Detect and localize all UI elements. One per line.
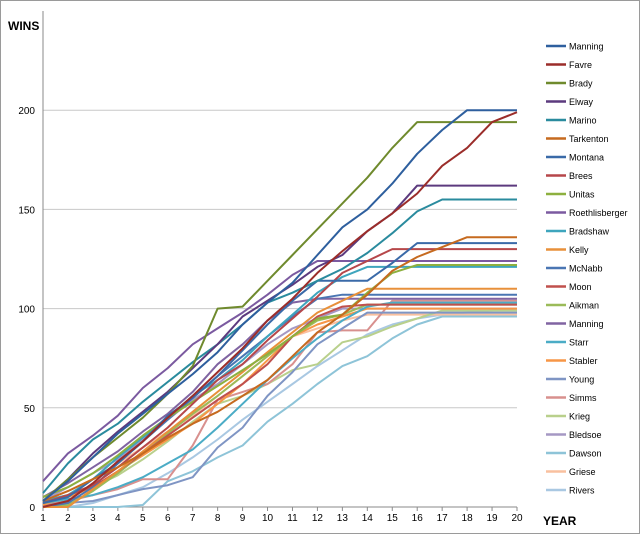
- x-tick-label: 18: [462, 513, 474, 524]
- x-tick-label: 6: [165, 513, 171, 524]
- legend-label: McNabb: [569, 264, 603, 274]
- series-line-4: [42, 198, 517, 494]
- series-line-2: [42, 121, 517, 502]
- x-tick-label: 11: [287, 513, 298, 524]
- legend-label: Elway: [569, 97, 594, 107]
- legend-label: Dawson: [569, 449, 602, 459]
- legend-label: Krieg: [569, 412, 590, 422]
- legend-label: Young: [569, 375, 594, 385]
- legend-label: Moon: [569, 282, 592, 292]
- y-tick-label: 150: [18, 205, 35, 216]
- legend-label: Manning: [569, 42, 604, 52]
- legend-label: Bradshaw: [569, 227, 610, 237]
- legend-label: Unitas: [569, 190, 595, 200]
- legend-label: Rivers: [569, 486, 595, 496]
- y-tick-labels: 0 50 100 150 200: [18, 106, 35, 514]
- x-tick-label: 16: [412, 513, 424, 524]
- legend-label: Favre: [569, 60, 592, 70]
- x-axis-title: YEAR: [543, 514, 577, 528]
- series-line-5: [42, 236, 517, 502]
- y-axis-title: WINS: [8, 19, 39, 33]
- x-tick-label: 2: [65, 513, 71, 524]
- legend-label: Roethlisberger: [569, 208, 628, 218]
- legend-label: Griese: [569, 467, 596, 477]
- legend-label: Simms: [569, 393, 597, 403]
- legend: Manning Favre Brady Elway Marino Tarkenton Mon…: [546, 42, 628, 496]
- x-tick-label: 9: [240, 513, 246, 524]
- y-tick-label: 50: [24, 404, 36, 415]
- x-tick-label: 3: [90, 513, 96, 524]
- legend-label: Marino: [569, 116, 597, 126]
- y-tick-label: 100: [18, 305, 35, 316]
- x-tick-label: 17: [437, 513, 449, 524]
- series-line-8: [42, 264, 517, 499]
- x-tick-label: 19: [486, 513, 498, 524]
- x-tick-label: 10: [262, 513, 274, 524]
- x-tick-label: 5: [140, 513, 146, 524]
- x-tick-label: 8: [215, 513, 221, 524]
- legend-label: Brees: [569, 171, 593, 181]
- series-line-18: [42, 311, 517, 506]
- legend-label: Kelly: [569, 245, 589, 255]
- x-tick-label: 7: [190, 513, 196, 524]
- series-line-6: [42, 242, 517, 504]
- legend-label: Starr: [569, 338, 589, 348]
- x-tick-label: 4: [115, 513, 121, 524]
- series-line-10: [42, 265, 517, 502]
- x-tick-label: 13: [337, 513, 349, 524]
- legend-label: Tarkenton: [569, 134, 609, 144]
- series-lines: [42, 109, 518, 508]
- series-line-22: [43, 315, 517, 508]
- y-tick-label: 0: [29, 503, 35, 514]
- x-tick-label: 12: [312, 513, 324, 524]
- x-tick-labels: 1 2 3 4 5 6 7 8 9 10 11 12 13 14 15 16 17 18 19 20: [40, 507, 523, 524]
- legend-label: Bledsoe: [569, 430, 602, 440]
- x-tick-label: 1: [40, 513, 46, 524]
- series-line-11: [43, 287, 517, 508]
- x-tick-label: 14: [362, 513, 374, 524]
- series-line-19: [42, 299, 517, 506]
- legend-label: Stabler: [569, 356, 598, 366]
- legend-label: Manning: [569, 319, 604, 329]
- legend-label: Aikman: [569, 301, 599, 311]
- x-tick-label: 20: [511, 513, 523, 524]
- legend-label: Brady: [569, 79, 593, 89]
- legend-label: Montana: [569, 153, 604, 163]
- x-tick-label: 15: [387, 513, 399, 524]
- series-line-9: [42, 260, 517, 482]
- series-line-0: [42, 109, 517, 502]
- y-tick-label: 200: [18, 106, 35, 117]
- series-line-1: [42, 111, 518, 508]
